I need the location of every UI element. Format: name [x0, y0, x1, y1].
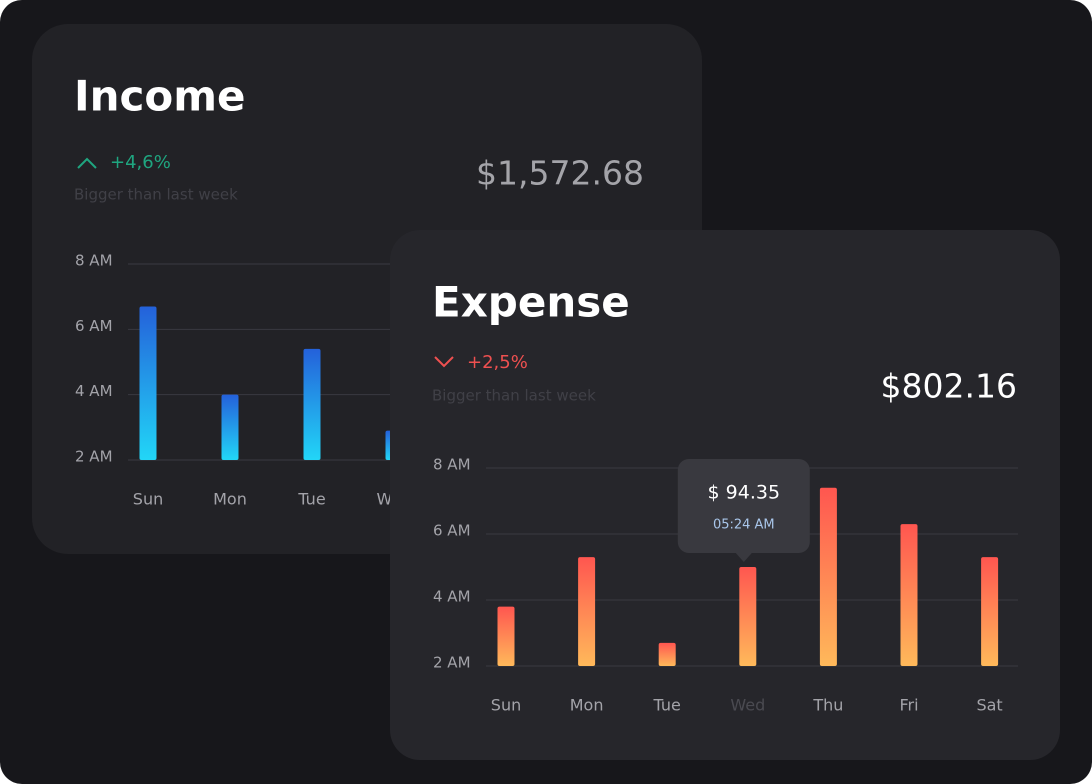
x-tick-label: Sun — [491, 696, 521, 715]
bar — [303, 348, 321, 460]
y-tick-label: 2 AM — [433, 654, 471, 672]
x-tick-label: Sat — [976, 696, 1002, 715]
bar — [658, 642, 676, 666]
x-tick-label: Thu — [812, 696, 843, 715]
y-tick-label: 8 AM — [75, 252, 113, 270]
bar — [819, 487, 837, 666]
x-tick-label: Mon — [570, 696, 604, 715]
bar — [497, 606, 515, 666]
x-tick-label: Mon — [213, 490, 247, 509]
tooltip-box — [677, 459, 810, 553]
y-tick-label: 6 AM — [75, 317, 113, 335]
tooltip-time: 05:24 AM — [713, 518, 775, 533]
change: +2,5% — [467, 352, 528, 373]
y-tick-label: 4 AM — [75, 382, 113, 400]
total: $802.16 — [881, 367, 1017, 406]
bar — [739, 567, 757, 666]
x-tick-label: Fri — [899, 696, 918, 715]
card-title: Expense — [432, 278, 630, 327]
expense-chart: 8 AM 6 AM 4 AM 2 AM Sun Mon Tue Wed Thu Fri Sat $ 9… — [433, 456, 1018, 715]
x-tick-label: Tue — [297, 490, 325, 509]
x-tick-label: Wed — [730, 696, 765, 715]
bar — [578, 557, 596, 666]
note: Bigger than last week — [74, 186, 238, 204]
y-tick-label: 2 AM — [75, 448, 113, 466]
bar — [221, 394, 239, 460]
y-tick-label: 8 AM — [433, 456, 471, 474]
x-tick-label: Sun — [133, 490, 163, 509]
tooltip-value: $ 94.35 — [708, 482, 781, 504]
x-tick-label: Tue — [653, 696, 681, 715]
bar — [981, 557, 999, 666]
change: +4,6% — [110, 152, 171, 173]
bar — [139, 306, 157, 460]
tooltip: $ 94.35 05:24 AM — [677, 459, 810, 562]
total: $1,572.68 — [476, 154, 644, 193]
down-arrow — [434, 356, 454, 368]
tooltip-pointer — [735, 553, 752, 562]
card-title: Income — [74, 72, 246, 121]
bar — [900, 524, 918, 666]
note: Bigger than last week — [432, 387, 596, 405]
y-tick-label: 4 AM — [433, 588, 471, 606]
up-arrow — [77, 157, 97, 169]
y-tick-label: 6 AM — [433, 522, 471, 540]
